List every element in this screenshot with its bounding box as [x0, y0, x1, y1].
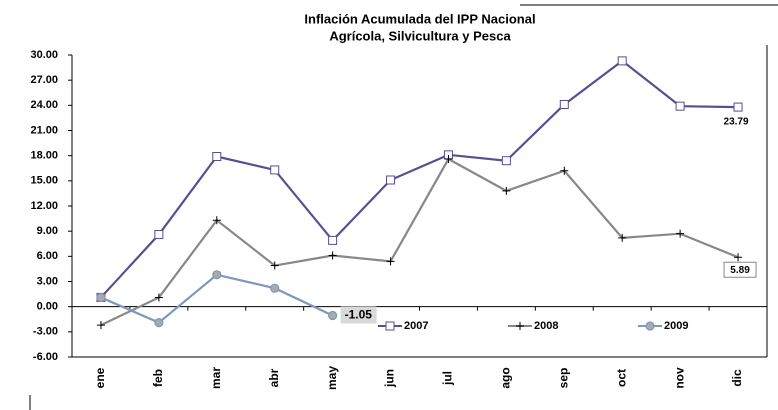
x-tick-label: feb	[151, 369, 165, 387]
marker	[501, 156, 511, 166]
marker	[675, 101, 685, 111]
y-tick-label: -3.00	[33, 326, 58, 338]
marker	[444, 155, 453, 164]
marker	[385, 321, 395, 331]
y-tick-label: 3.00	[37, 275, 58, 287]
x-tick-label: ago	[499, 367, 513, 388]
marker	[386, 175, 396, 185]
marker	[734, 253, 743, 262]
marker	[270, 165, 280, 175]
value-label: 23.79	[724, 117, 749, 128]
value-label: 5.89	[730, 265, 750, 276]
y-tick-label: 18.00	[30, 150, 58, 162]
y-tick-label: 9.00	[37, 225, 58, 237]
series-line	[100, 157, 739, 327]
marker	[676, 229, 685, 238]
marker	[212, 216, 221, 225]
legend-label: 2008	[534, 320, 558, 332]
marker	[328, 251, 337, 260]
value-label-box	[340, 306, 377, 324]
marker	[386, 257, 395, 266]
marker	[618, 233, 627, 242]
y-tick-label: 15.00	[30, 175, 58, 187]
marker	[559, 99, 569, 109]
marker	[270, 261, 279, 270]
legend-label: 2007	[404, 320, 428, 332]
legend-label: 2009	[664, 320, 688, 332]
marker	[96, 292, 106, 303]
marker	[212, 152, 222, 162]
y-tick-label: -6.00	[33, 351, 58, 363]
marker	[154, 318, 164, 328]
marker	[154, 293, 163, 302]
y-tick-label: 0.00	[37, 301, 58, 313]
y-tick-label: 12.00	[30, 200, 58, 212]
chart-title: Inflación Acumulada del IPP Nacional	[304, 11, 535, 26]
x-tick-label: ene	[93, 367, 107, 388]
x-tick-label: may	[325, 366, 339, 390]
marker	[328, 310, 338, 321]
marker	[645, 321, 655, 331]
x-tick-label: oct	[614, 369, 628, 387]
y-tick-label: 30.00	[30, 49, 58, 61]
x-tick-label: abr	[267, 368, 281, 387]
value-label: -1.05	[345, 308, 373, 322]
y-tick-label: 6.00	[37, 250, 58, 262]
x-tick-label: sep	[556, 368, 570, 389]
marker	[328, 235, 338, 245]
x-tick-label: jul	[441, 371, 455, 386]
y-tick-label: 27.00	[30, 74, 58, 86]
marker	[516, 322, 524, 330]
marker	[617, 56, 627, 66]
chart-subtitle: Agrícola, Silvicultura y Pesca	[329, 28, 511, 43]
series-line	[100, 59, 739, 299]
x-tick-label: jun	[383, 369, 397, 388]
marker	[270, 283, 280, 293]
marker	[96, 321, 105, 330]
marker	[502, 186, 511, 195]
marker	[560, 166, 569, 175]
marker	[212, 270, 222, 280]
marker	[733, 102, 743, 112]
x-tick-label: nov	[672, 367, 686, 389]
x-tick-label: mar	[209, 367, 223, 389]
value-label-box	[723, 261, 757, 278]
y-tick-label: 24.00	[30, 99, 58, 111]
marker	[154, 230, 164, 240]
x-tick-label: dic	[730, 369, 744, 387]
y-tick-label: 21.00	[30, 124, 58, 136]
